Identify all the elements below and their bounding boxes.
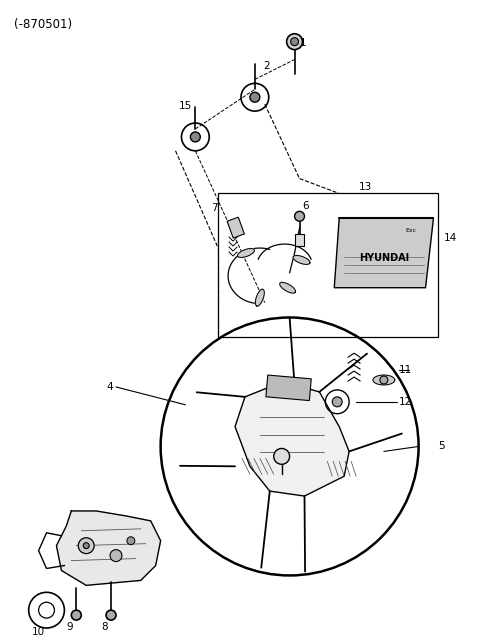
Text: 8: 8 [101,622,108,632]
Polygon shape [255,289,264,306]
Polygon shape [57,511,161,585]
Circle shape [287,34,302,50]
Circle shape [83,543,89,548]
Polygon shape [373,375,395,385]
Circle shape [250,92,260,102]
Text: 6: 6 [302,201,309,211]
Circle shape [191,132,200,142]
Circle shape [290,38,299,46]
Circle shape [72,610,81,620]
Circle shape [78,538,94,554]
Text: 11: 11 [399,365,412,375]
Polygon shape [235,385,349,496]
Text: HYUNDAI: HYUNDAI [360,253,409,263]
Text: (-870501): (-870501) [14,18,72,31]
Text: 4: 4 [106,382,113,392]
Bar [218,194,438,338]
Text: 5: 5 [438,441,445,452]
Bar [227,217,244,238]
Circle shape [380,376,388,384]
Text: 2: 2 [263,62,269,71]
Circle shape [332,397,342,407]
Polygon shape [334,218,433,288]
Circle shape [295,211,304,221]
Text: 12: 12 [399,397,412,407]
Text: 9: 9 [66,622,72,632]
Text: 10: 10 [32,627,45,637]
Polygon shape [293,255,310,264]
Text: 15: 15 [179,101,192,111]
Text: Exc: Exc [406,227,417,233]
Circle shape [106,610,116,620]
Polygon shape [238,248,254,257]
Circle shape [127,537,135,545]
Text: 14: 14 [444,233,456,243]
Bar [266,375,311,401]
Text: 1: 1 [300,38,306,48]
Polygon shape [280,282,296,293]
Bar [295,234,304,246]
Circle shape [110,550,122,562]
Text: 7: 7 [212,203,218,213]
Circle shape [274,448,289,464]
Text: 13: 13 [359,182,372,192]
